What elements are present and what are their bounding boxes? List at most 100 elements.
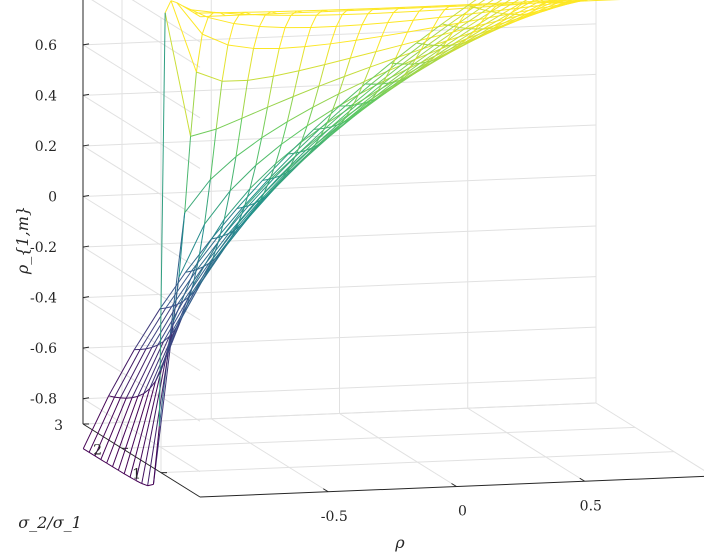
mesh-segment: [273, 48, 279, 76]
mesh-segment: [454, 26, 460, 27]
mesh-segment: [305, 27, 311, 46]
mesh-segment: [124, 474, 130, 477]
z-tick-label: -0.2: [30, 240, 57, 256]
mesh-segment: [259, 15, 265, 26]
mesh-segment: [222, 45, 228, 81]
y-tick-label: 3: [54, 418, 63, 434]
mesh-segment: [107, 398, 132, 463]
mesh-segment: [362, 23, 388, 25]
x-tick-label: 0.5: [580, 498, 602, 514]
mesh-segment: [585, 0, 611, 1]
mesh-segment: [370, 52, 376, 67]
mesh-segment: [497, 13, 503, 14]
mesh-segment: [248, 48, 254, 80]
mesh-segment: [196, 72, 222, 81]
mesh-segment: [350, 40, 356, 58]
z-axis-label: ρ_{1,m}: [13, 206, 32, 275]
y-axis-label: σ_2/σ_1: [18, 513, 82, 532]
mesh-segment: [259, 27, 285, 28]
mesh-segment: [376, 36, 382, 51]
floor-grid: [83, 403, 704, 492]
mesh-segment: [328, 10, 354, 11]
mesh-segment: [485, 10, 491, 11]
mesh-segment: [325, 44, 331, 65]
mesh-segment: [344, 58, 350, 76]
mesh-segment: [273, 71, 299, 77]
x-tick-mark: [580, 478, 585, 481]
mesh-segment: [331, 40, 357, 44]
mesh-segment: [164, 297, 190, 342]
mesh-segment: [305, 44, 331, 47]
mesh-segment: [394, 11, 420, 12]
mesh-segment: [336, 25, 362, 27]
mesh-segment: [140, 349, 146, 350]
mesh-segment: [356, 36, 382, 40]
mesh-segment: [83, 449, 89, 453]
mesh-segment: [414, 63, 420, 64]
mesh-segment: [569, 2, 575, 3]
mesh-segment: [242, 80, 248, 118]
mesh-segment: [299, 65, 325, 71]
mesh-segment: [216, 118, 242, 129]
mesh-segment: [299, 47, 305, 71]
mesh-segment: [350, 52, 376, 59]
mesh-segment: [245, 12, 271, 13]
mesh-segment: [546, 2, 552, 3]
mesh-segment: [413, 11, 419, 20]
mesh-segment: [148, 484, 154, 485]
grid-line: [161, 452, 674, 473]
mesh-segment: [107, 463, 113, 467]
mesh-segment: [479, 9, 485, 10]
mesh-segment: [242, 107, 268, 118]
mesh-segment: [445, 8, 471, 10]
mesh-segment: [391, 63, 397, 64]
mesh-segment: [342, 9, 348, 14]
mesh-segment: [317, 10, 323, 15]
mesh-segment: [228, 24, 234, 45]
mesh-segment: [322, 9, 348, 10]
mesh-segment: [413, 18, 439, 21]
mesh-segment: [311, 26, 337, 27]
mesh-segment: [460, 27, 466, 28]
mesh-segment: [165, 1, 171, 13]
mesh-segment: [303, 11, 329, 12]
mesh-segment: [442, 24, 448, 25]
mesh-segment: [140, 308, 166, 350]
x-tick-mark: [452, 484, 457, 487]
y-tick-label: 2: [93, 442, 102, 458]
mesh-segment: [503, 14, 509, 15]
mesh-segment: [285, 15, 291, 27]
grid-line: [596, 403, 704, 476]
mesh-segment: [246, 213, 252, 220]
mesh-segment: [388, 13, 394, 23]
mesh-segment: [208, 17, 234, 23]
mesh-segment: [150, 329, 176, 389]
mesh-segment: [262, 107, 268, 138]
mesh-segment: [191, 129, 217, 136]
mesh-segment: [191, 72, 197, 136]
mesh-segment: [293, 71, 299, 97]
z-tick-label: 0.6: [35, 38, 57, 54]
mesh-segment: [118, 470, 124, 474]
mesh-segment: [279, 47, 305, 49]
mesh-segment: [416, 43, 422, 44]
mesh-segment: [185, 136, 191, 212]
mesh-segment: [248, 76, 274, 80]
mesh-segment: [83, 396, 108, 449]
mesh-segment: [407, 20, 413, 32]
grid-line: [211, 419, 328, 492]
x-tick-mark: [323, 489, 328, 492]
mesh-segment: [222, 80, 248, 81]
mesh-segment: [428, 45, 434, 46]
mesh-segment: [466, 28, 472, 29]
mesh-segment: [368, 13, 394, 14]
mesh-segment: [279, 28, 285, 49]
mesh-segment: [293, 86, 319, 96]
z-tick-label: 0.2: [35, 139, 57, 155]
mesh-segment: [362, 14, 368, 25]
mesh-segment: [344, 67, 370, 76]
mesh-segment: [228, 45, 254, 48]
mesh-segment: [101, 460, 107, 464]
mesh-segment: [165, 13, 190, 137]
